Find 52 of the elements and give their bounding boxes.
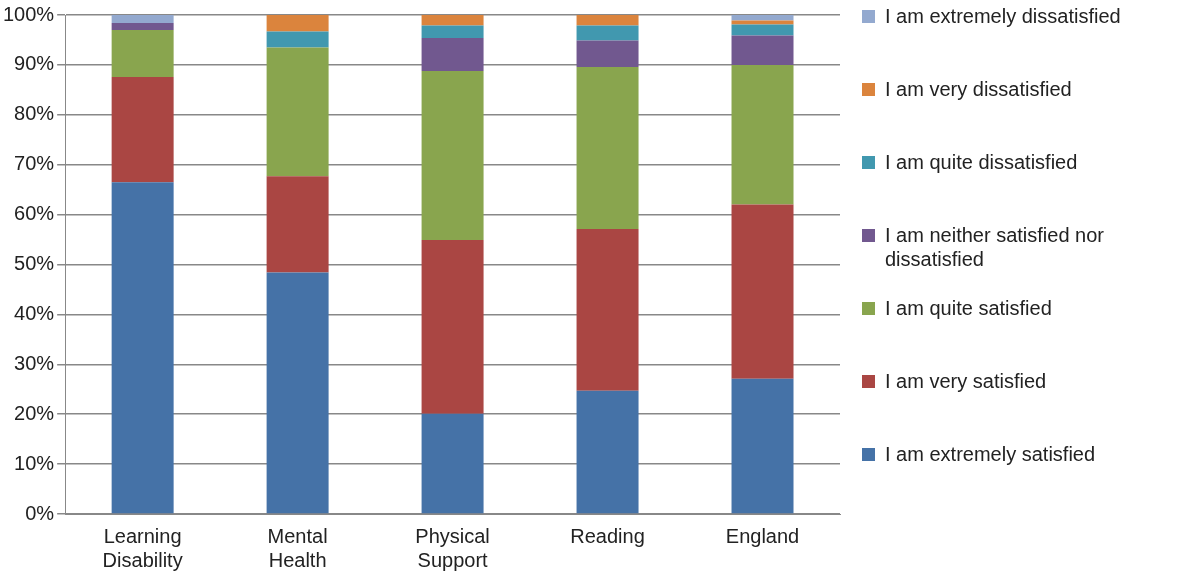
bar	[576, 229, 639, 391]
bar	[731, 15, 794, 21]
y-tick-label: 100%	[3, 2, 55, 25]
bar	[576, 66, 639, 230]
legend-label: I am very satisfied	[885, 369, 1047, 393]
bar	[421, 37, 484, 71]
y-tick-label: 70%	[14, 152, 55, 175]
y-tick-label: 50%	[14, 252, 55, 275]
bar	[266, 15, 329, 32]
bar	[576, 25, 639, 41]
bar	[576, 390, 639, 514]
bar	[731, 35, 794, 65]
bar	[421, 240, 484, 414]
y-tick-label: 80%	[14, 102, 55, 125]
legend-label: I am extremely satisfied	[885, 442, 1096, 466]
y-tick-label: 30%	[14, 351, 55, 374]
bar	[731, 24, 794, 36]
bar	[421, 70, 484, 241]
bar	[111, 76, 174, 183]
bar	[111, 15, 174, 23]
x-tick-label: Learning Disability	[102, 524, 183, 571]
bar	[266, 31, 329, 48]
bar	[731, 64, 794, 205]
x-tick-label: Physical Support	[415, 524, 490, 571]
legend-label: I am quite satisfied	[885, 296, 1052, 320]
y-tick-label: 0%	[25, 501, 55, 524]
bar	[266, 272, 329, 514]
bar	[266, 176, 329, 273]
bar	[731, 20, 794, 25]
bar	[266, 47, 329, 177]
bar	[111, 22, 174, 30]
bar	[576, 15, 639, 26]
bar	[421, 25, 484, 38]
y-tick-label: 40%	[14, 301, 55, 324]
bar	[421, 15, 484, 26]
y-tick-label: 20%	[14, 401, 55, 424]
y-tick-label: 90%	[14, 52, 55, 75]
bar	[421, 413, 484, 514]
bar	[731, 204, 794, 379]
x-tick-label: England	[725, 524, 800, 547]
legend-label: I am neither satisfied nor dissatisfied	[885, 223, 1105, 271]
y-tick-label: 10%	[14, 451, 55, 474]
legend-label: I am very dissatisfied	[885, 77, 1072, 101]
bar	[576, 40, 639, 67]
bar	[111, 29, 174, 77]
legend-label: I am quite dissatisfied	[885, 150, 1078, 174]
bar	[111, 182, 174, 514]
y-tick-label: 60%	[14, 202, 55, 225]
legend-label: I am extremely dissatisfied	[885, 4, 1121, 28]
bar	[731, 378, 794, 514]
x-tick-label: Mental Health	[267, 524, 328, 571]
x-tick-label: Reading	[570, 524, 645, 547]
